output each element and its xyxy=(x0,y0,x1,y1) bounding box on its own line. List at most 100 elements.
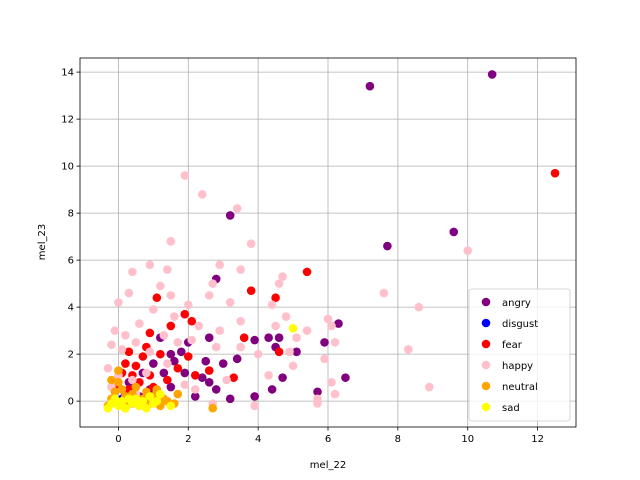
happy-point xyxy=(124,288,134,298)
happy-point xyxy=(183,300,193,310)
angry-point xyxy=(225,211,235,220)
sad-point xyxy=(152,396,162,406)
fear-point xyxy=(550,168,560,178)
happy-point xyxy=(323,314,333,324)
y-tick-label: 4 xyxy=(68,303,74,314)
happy-point xyxy=(103,363,113,373)
happy-point xyxy=(163,359,172,368)
happy-point xyxy=(159,331,169,340)
happy-point xyxy=(163,265,172,274)
happy-point xyxy=(135,319,144,328)
happy-point xyxy=(424,382,434,392)
grid xyxy=(80,58,576,427)
fear-point xyxy=(152,293,162,303)
happy-point xyxy=(215,260,225,270)
angry-point xyxy=(170,356,179,366)
legend: angry disgust fear happy neutral sad xyxy=(468,288,571,422)
fear-point xyxy=(229,373,238,382)
legend-box xyxy=(468,288,571,422)
neutral-point xyxy=(114,378,123,387)
angry-point xyxy=(166,349,176,359)
happy-point xyxy=(208,279,218,288)
angry-point xyxy=(204,378,214,387)
angry-point xyxy=(180,368,190,378)
x-tick-label: 4 xyxy=(255,434,261,445)
legend-label-fear: fear xyxy=(502,340,523,351)
sad-point xyxy=(138,396,148,406)
legend-label-neutral: neutral xyxy=(502,382,538,393)
happy-point xyxy=(170,312,179,321)
sad-point xyxy=(288,323,298,333)
happy-point xyxy=(180,171,190,180)
happy-point xyxy=(236,265,245,274)
happy-point xyxy=(117,345,127,354)
legend-marker-neutral xyxy=(481,381,491,391)
series-sad xyxy=(103,323,298,413)
happy-point xyxy=(271,321,280,331)
angry-point xyxy=(232,354,242,364)
happy-point xyxy=(288,361,298,371)
happy-point xyxy=(166,291,176,300)
angry-point xyxy=(267,385,277,394)
happy-point xyxy=(379,288,389,298)
happy-point xyxy=(166,237,176,246)
happy-point xyxy=(145,260,155,270)
happy-point xyxy=(292,333,301,342)
fear-point xyxy=(302,267,312,277)
happy-point xyxy=(320,354,329,364)
happy-point xyxy=(327,378,336,387)
happy-point xyxy=(197,190,207,199)
angry-point xyxy=(274,333,284,342)
happy-point xyxy=(404,345,413,354)
y-tick-label: 0 xyxy=(68,397,74,408)
fear-point xyxy=(190,370,200,380)
happy-point xyxy=(149,305,158,314)
angry-point xyxy=(197,373,207,382)
happy-point xyxy=(274,279,284,288)
happy-point xyxy=(236,342,245,352)
fear-point xyxy=(173,363,183,373)
happy-point xyxy=(327,321,336,331)
fear-point xyxy=(274,347,284,357)
happy-point xyxy=(215,326,225,335)
y-tick-label: 12 xyxy=(61,115,74,126)
neutral-point xyxy=(114,366,123,375)
angry-point xyxy=(250,335,259,345)
fear-point xyxy=(156,349,165,359)
angry-point xyxy=(320,338,329,347)
angry-point xyxy=(190,392,200,401)
happy-point xyxy=(180,380,190,389)
x-tick-label: 8 xyxy=(395,434,401,445)
sad-point xyxy=(117,396,127,406)
legend-label-disgust: disgust xyxy=(502,319,538,330)
legend-marker-fear xyxy=(481,339,491,349)
angry-point xyxy=(487,70,497,79)
angry-point xyxy=(176,347,186,357)
angry-point xyxy=(383,241,392,251)
legend-marker-sad xyxy=(481,402,491,412)
fear-point xyxy=(124,347,134,357)
angry-point xyxy=(264,333,273,342)
angry-point xyxy=(313,387,322,397)
happy-point xyxy=(145,347,155,357)
happy-point xyxy=(107,340,116,350)
x-tick-label: 12 xyxy=(531,434,544,445)
fear-point xyxy=(246,286,256,295)
angry-point xyxy=(449,227,459,237)
angry-point xyxy=(292,347,301,357)
axis-ticks: 0 2 4 6 8 10 12 0 2 4 6 8 10 12 14 xyxy=(61,68,544,445)
series-happy xyxy=(103,171,473,411)
fear-point xyxy=(180,309,190,319)
sad-point xyxy=(131,394,141,404)
happy-point xyxy=(128,267,137,277)
y-tick-label: 6 xyxy=(68,256,74,267)
happy-point xyxy=(156,281,165,291)
legend-label-angry: angry xyxy=(502,298,531,309)
sad-point xyxy=(145,392,155,401)
happy-point xyxy=(131,338,141,347)
x-tick-label: 10 xyxy=(461,434,474,445)
happy-point xyxy=(211,342,221,352)
sad-point xyxy=(121,403,130,413)
neutral-point xyxy=(117,385,127,394)
neutral-point xyxy=(131,382,141,392)
